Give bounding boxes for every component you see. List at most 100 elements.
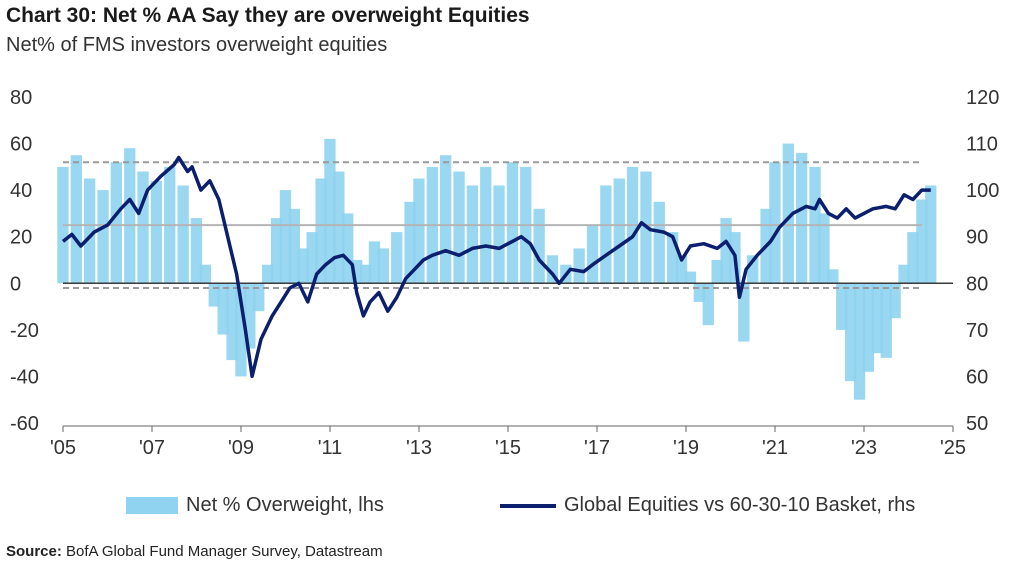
bar-72: [853, 283, 866, 400]
bar-14: [226, 283, 238, 361]
bar-20: [279, 190, 292, 284]
legend-swatch-bar: [126, 497, 178, 514]
bar-74: [871, 283, 883, 354]
legend-item-line: Global Equities vs 60-30-10 Basket, rhs: [500, 494, 915, 517]
bar-79: [916, 199, 928, 284]
bar-43: [533, 208, 545, 284]
bar-41: [506, 162, 519, 284]
bar-16: [244, 283, 256, 349]
bar-78: [907, 232, 919, 284]
source-note: Source: BofA Global Fund Manager Survey,…: [6, 543, 383, 560]
y-left-tick-5: 40: [10, 180, 32, 202]
source-label: Source:: [6, 543, 62, 560]
bar-15: [235, 283, 247, 377]
x-tick-label-3: '11: [318, 437, 343, 459]
bar-75: [880, 283, 892, 358]
x-tick-label-5: '15: [495, 437, 521, 459]
legend-label-bars: Net % Overweight, lhs: [186, 494, 384, 516]
bar-7: [150, 180, 163, 284]
chart-subtitle: Net% of FMS investors overweight equitie…: [6, 34, 388, 56]
y-left-tick-0: -60: [10, 413, 39, 435]
legend-swatch-line: [500, 503, 556, 508]
x-tick-label-0: '05: [50, 437, 76, 459]
bar-19: [270, 218, 283, 284]
x-tick-label-1: '07: [139, 437, 165, 459]
bar-73: [862, 283, 875, 372]
bar-13: [217, 283, 229, 335]
y-right-tick-0: 50: [966, 413, 988, 435]
x-tick-label-7: '19: [673, 437, 699, 459]
bar-26: [333, 171, 345, 284]
y-left-tick-1: -40: [10, 366, 39, 388]
x-tick-label-10: '25: [940, 437, 966, 459]
bar-11: [199, 264, 211, 284]
bar-32: [391, 232, 403, 284]
bar-52: [653, 201, 665, 284]
bar-4: [110, 162, 122, 284]
bar-27: [342, 213, 354, 284]
y-right-tick-3: 80: [966, 273, 988, 295]
bar-17: [253, 283, 265, 312]
line-series-path: [61, 155, 931, 379]
bar-40: [493, 185, 505, 284]
x-tick-label-8: '21: [762, 437, 788, 459]
y-right-tick-5: 100: [966, 180, 999, 202]
bar-21: [288, 208, 300, 284]
bar-23: [306, 232, 318, 284]
bar-59: [720, 218, 732, 284]
bar-65: [782, 143, 794, 284]
bar-49: [613, 178, 625, 284]
bar-48: [600, 185, 612, 284]
bar-53: [667, 232, 679, 284]
bar-1: [70, 155, 82, 284]
x-tick-label-6: '17: [584, 437, 610, 459]
bar-24: [315, 178, 327, 284]
x-tick-label-4: '13: [406, 437, 432, 459]
bar-66: [796, 152, 808, 284]
bar-33: [404, 201, 416, 284]
bar-77: [898, 264, 910, 284]
y-left-tick-3: 0: [10, 273, 21, 295]
bar-22: [297, 248, 309, 284]
y-right-tick-6: 110: [966, 134, 998, 156]
bar-31: [377, 248, 389, 284]
bar-70: [836, 283, 848, 330]
bar-38: [466, 185, 478, 284]
bar-34: [413, 178, 425, 284]
bar-30: [368, 241, 381, 284]
bar-3: [97, 190, 109, 284]
bar-37: [453, 171, 465, 284]
bar-46: [573, 248, 585, 284]
bar-80: [925, 185, 937, 284]
bar-58: [711, 260, 723, 284]
bar-57: [702, 283, 714, 326]
bar-25: [324, 138, 336, 284]
y-right-tick-7: 120: [966, 87, 999, 109]
bar-2: [84, 178, 96, 284]
bar-28: [351, 260, 363, 284]
bar-10: [190, 218, 203, 284]
legend-label-line: Global Equities vs 60-30-10 Basket, rhs: [564, 494, 916, 516]
x-tick-label-2: '09: [228, 437, 254, 459]
bar-61: [738, 283, 750, 342]
legend-item-bars: Net % Overweight, lhs: [126, 494, 384, 517]
y-left-tick-4: 20: [10, 227, 32, 249]
y-left-tick-6: 60: [10, 134, 32, 156]
y-right-tick-1: 60: [966, 366, 988, 388]
x-tick-label-9: '23: [851, 437, 877, 459]
y-left-tick-2: -20: [10, 320, 39, 342]
bar-44: [546, 255, 559, 284]
bar-5: [124, 148, 136, 284]
bar-55: [684, 271, 697, 284]
y-right-tick-4: 90: [966, 227, 988, 249]
bar-56: [693, 283, 705, 302]
source-text: BofA Global Fund Manager Survey, Datastr…: [66, 543, 383, 560]
bar-12: [208, 283, 220, 307]
bar-64: [769, 162, 781, 284]
bar-36: [440, 155, 452, 284]
bar-76: [889, 283, 901, 319]
bar-6: [137, 171, 149, 284]
bar-9: [177, 185, 189, 284]
bar-47: [586, 225, 599, 284]
